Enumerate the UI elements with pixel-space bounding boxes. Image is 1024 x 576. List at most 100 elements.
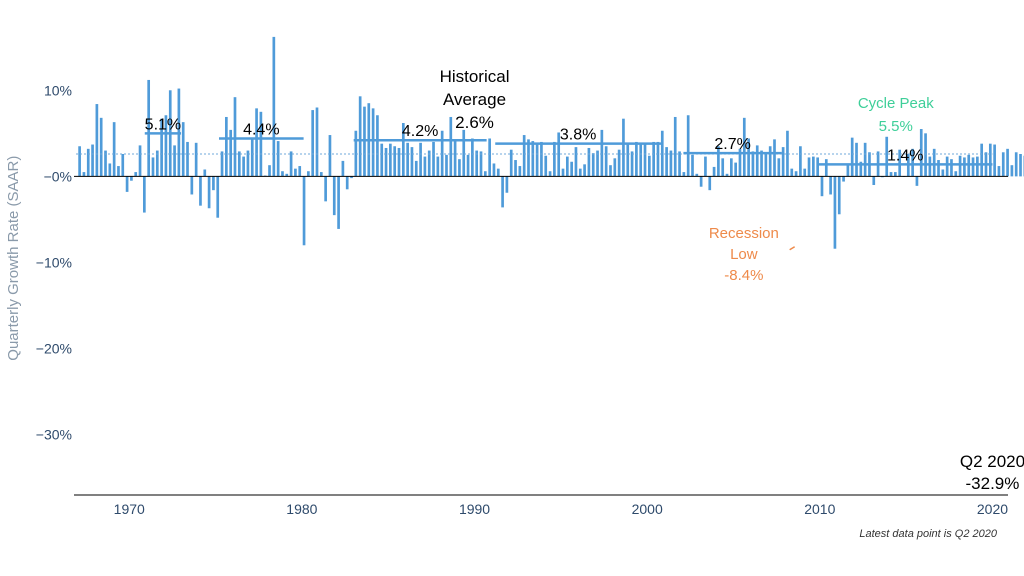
bar: [682, 172, 686, 177]
bar: [492, 163, 496, 177]
bar: [397, 147, 401, 177]
bar: [591, 153, 595, 177]
bar: [268, 165, 271, 177]
cycle-average-label: 4.2%: [402, 123, 438, 140]
bar: [289, 151, 293, 177]
bar: [535, 142, 539, 177]
bar: [337, 176, 340, 229]
bar: [445, 154, 448, 177]
bar: [665, 147, 668, 177]
bar: [462, 129, 466, 177]
bar: [691, 154, 694, 177]
cycle-average-label: 5.1%: [145, 116, 181, 133]
cycle-average-label: 4.4%: [243, 122, 279, 139]
cycle-average-lines: 5.1% 4.4% 4.2% 3.8% 2.7% 1.4%: [145, 116, 993, 166]
bar: [548, 171, 552, 177]
x-tick-label: 2010: [804, 501, 835, 517]
bar: [988, 143, 992, 177]
bar: [414, 160, 418, 177]
x-tick-labels: 1970 1980 1990 2000 2010 2020: [114, 501, 1009, 517]
bar: [453, 140, 457, 177]
bar: [635, 141, 638, 177]
bar: [803, 168, 807, 177]
recession-low-arrow: [789, 246, 796, 251]
bar: [527, 139, 530, 177]
bar: [937, 160, 940, 177]
bar: [104, 150, 107, 177]
bar: [730, 158, 733, 177]
bar: [151, 157, 155, 177]
bar: [777, 158, 781, 177]
cycle-average-label: 2.7%: [714, 136, 750, 153]
bar: [380, 143, 384, 177]
historical-average-value: 2.6%: [455, 113, 494, 132]
bar: [967, 154, 971, 177]
bar: [954, 171, 958, 177]
bar: [410, 147, 414, 177]
recession-low-label: Recession: [709, 225, 779, 242]
bar: [708, 176, 712, 191]
bar: [950, 159, 953, 177]
bar: [829, 176, 832, 195]
bar: [143, 176, 146, 213]
bar: [738, 148, 742, 177]
bar: [440, 130, 444, 177]
bar: [678, 151, 681, 177]
bar: [423, 156, 427, 177]
bar: [885, 136, 889, 177]
x-tick-label: 2020: [977, 501, 1008, 517]
bar: [855, 142, 858, 177]
bar: [147, 79, 151, 177]
bar: [121, 154, 125, 177]
bar: [609, 165, 612, 177]
bar: [384, 147, 388, 177]
bar: [199, 176, 202, 206]
bar: [95, 104, 99, 177]
bar: [596, 150, 599, 177]
cycle-peak-value: 5.5%: [879, 118, 913, 135]
bar: [807, 157, 811, 177]
bar: [281, 171, 284, 177]
cycle-peak-label: Cycle Peak: [858, 95, 934, 112]
bar: [712, 166, 716, 177]
bar: [963, 157, 966, 177]
bar: [622, 118, 625, 177]
bar: [919, 129, 923, 177]
bar: [371, 108, 375, 177]
bar: [488, 138, 491, 177]
cycle-average-label: 1.4%: [887, 147, 923, 164]
bar: [574, 147, 578, 177]
bar: [898, 149, 902, 177]
bar: [872, 176, 876, 185]
bar: [496, 168, 500, 177]
x-tick-label: 1980: [286, 501, 317, 517]
bar: [850, 137, 854, 177]
bar: [173, 145, 176, 177]
bar: [138, 145, 142, 177]
bar: [475, 150, 479, 177]
bar: [639, 144, 643, 177]
x-tick-label: 1970: [114, 501, 145, 517]
bar: [194, 142, 198, 177]
bar: [617, 149, 621, 177]
bar: [401, 123, 405, 177]
bar: [570, 161, 573, 177]
recession-low-label: Low: [730, 246, 758, 263]
latest-point-value: -32.9%: [966, 474, 1020, 493]
bar: [837, 176, 841, 215]
bar: [389, 143, 392, 177]
bar: [315, 107, 319, 177]
bar: [842, 176, 845, 182]
bar: [155, 150, 159, 177]
bar: [471, 138, 474, 177]
bar: [514, 160, 517, 177]
bar: [652, 141, 655, 177]
bar: [626, 142, 630, 177]
bar: [945, 156, 949, 177]
bar: [717, 146, 720, 177]
bar: [751, 151, 755, 177]
bar: [220, 151, 224, 177]
bar: [134, 172, 138, 177]
bar: [540, 141, 543, 177]
bar: [660, 130, 664, 177]
